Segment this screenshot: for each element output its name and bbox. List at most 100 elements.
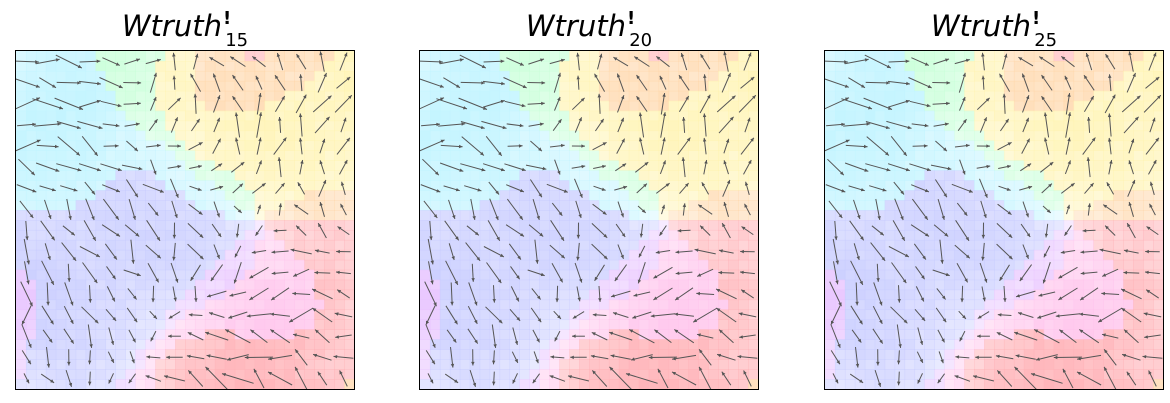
vector-arrow [977,311,990,319]
panel-1: Wtruth!15 [15,0,355,403]
field-cell [55,170,67,181]
vector-arrow [256,93,262,115]
vector-arrow [314,116,330,134]
vector-arrow [445,260,459,286]
field-cell [16,279,27,291]
field-cell [894,200,906,211]
field-cell [1083,369,1095,380]
field-cell [954,359,965,370]
field-cell [304,70,315,82]
field-cell [105,289,117,301]
field-cell [529,289,540,301]
field-cell [165,180,176,191]
field-cell [718,200,729,211]
vector-arrow [1146,226,1159,236]
field-cell [264,80,276,92]
field-cell [1073,80,1085,92]
vector-arrow [718,329,734,344]
field-cell [95,200,107,211]
vector-arrow [1002,53,1008,70]
field-cell [1093,249,1104,261]
field-cell [1093,229,1104,241]
vector-arrow [1101,268,1119,277]
vector-arrow [972,375,995,382]
field-cell [439,80,451,92]
field-cell [145,339,156,350]
field-cell [509,359,521,370]
field-cell [125,110,136,122]
vector-arrow [1002,93,1006,114]
field-cell [984,289,995,301]
field-cell [75,90,87,102]
field-cell [884,190,896,201]
field-cell [914,289,926,301]
field-cell [688,140,699,152]
vector-arrow [1080,250,1098,254]
field-cell [1133,309,1144,321]
vector-arrow [890,135,908,157]
vector-arrow [594,73,606,92]
field-cell [145,80,156,92]
field-cell [529,279,540,291]
field-cell [864,349,876,360]
field-cell [698,190,709,201]
field-cell [1013,309,1025,321]
field-cell [254,249,266,261]
field-cell [1063,329,1075,340]
field-cell [728,249,739,261]
vector-arrow [937,329,945,343]
field-cell [135,379,146,389]
vector-arrow [150,330,157,342]
field-cell [914,369,926,380]
field-cell [708,249,719,261]
vector-arrow [314,329,330,344]
field-cell [1153,60,1163,72]
field-cell [145,269,156,281]
field-cell [994,140,1005,152]
vector-arrow [293,204,309,215]
field-cell [519,210,530,221]
vector-arrow [336,249,351,254]
field-cell [499,60,511,72]
field-cell [825,130,836,142]
field-cell [1033,150,1045,161]
vector-arrow [659,75,667,90]
field-cell [479,289,491,301]
field-cell [509,80,521,92]
field-cell [708,200,719,211]
field-cell [224,150,236,161]
field-cell [1003,369,1015,380]
vector-arrow [188,313,203,317]
field-cell [648,369,660,380]
field-cell [1133,239,1144,251]
field-cell [204,259,216,271]
field-cell [1103,339,1114,350]
field-cell [1063,70,1075,82]
field-cell [274,80,286,92]
field-cell [648,210,660,221]
field-cell [678,80,690,92]
field-cell [904,80,916,92]
field-cell [874,100,886,112]
field-cell [954,379,965,389]
field-cell [1073,120,1085,132]
field-cell [628,70,640,82]
field-cell [608,229,620,241]
field-cell [214,349,226,360]
field-cell [420,359,431,370]
field-cell [449,180,461,191]
field-cell [420,289,431,301]
field-cell [214,309,226,321]
vector-arrow [909,100,931,108]
field-cell [449,319,461,330]
field-cell [914,349,926,360]
field-cell [598,130,610,142]
field-cell [459,51,471,62]
field-cell [1143,90,1154,102]
field-cell [324,110,335,122]
field-cell [115,60,126,72]
field-cell [254,210,266,221]
field-cell [994,269,1005,281]
field-cell [439,349,451,360]
field-cell [539,140,550,152]
